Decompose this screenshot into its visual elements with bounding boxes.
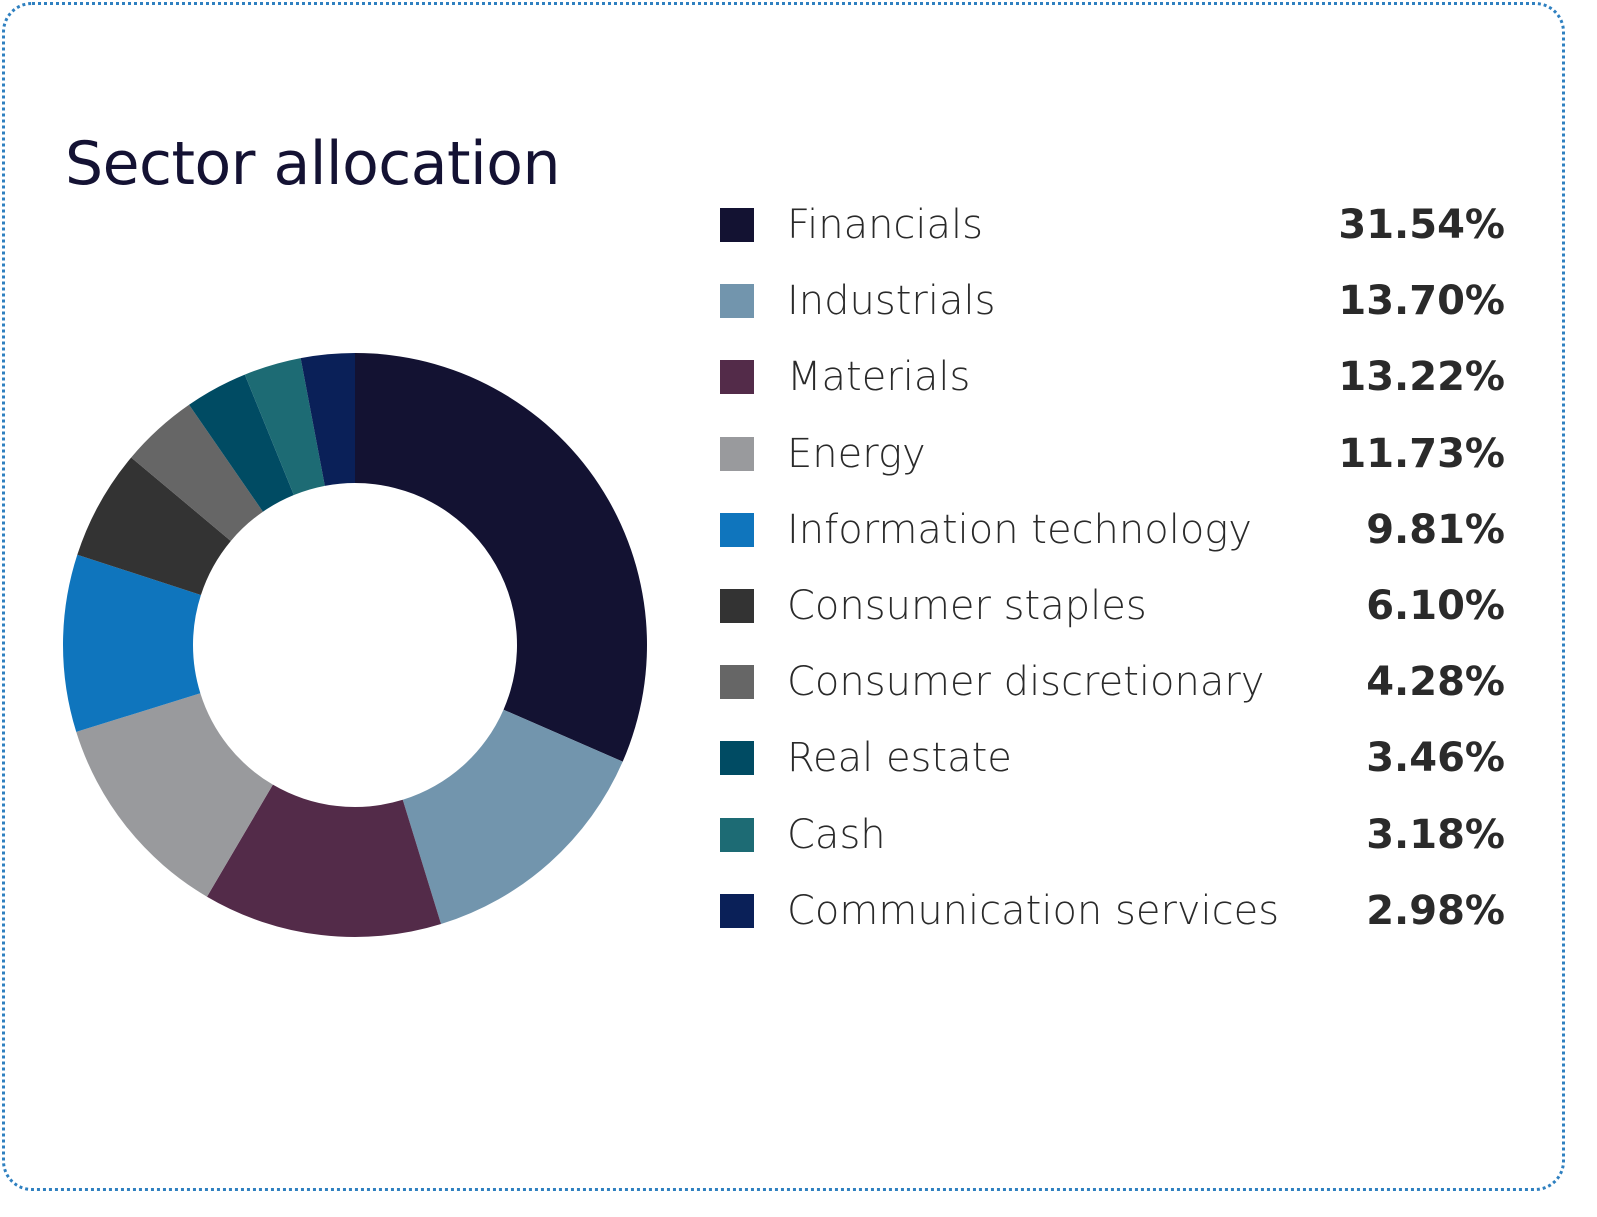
donut-slice-consumer-discretionary <box>131 404 263 541</box>
legend-swatch <box>720 893 754 928</box>
legend-swatch <box>720 360 754 395</box>
legend-value: 2.98% <box>1366 887 1505 934</box>
legend-swatch <box>720 284 754 319</box>
chart-title: Sector allocation <box>65 129 560 199</box>
donut-slice-financials <box>355 353 647 762</box>
legend-item-industrials: Industrials 13.70% <box>720 265 1505 341</box>
legend-label: Real estate <box>787 735 1012 782</box>
chart-legend: Financials 31.54% Industrials 13.70% Materia… <box>720 189 1505 951</box>
donut-slice-communication-services <box>300 353 355 486</box>
legend-value: 13.22% <box>1338 354 1505 401</box>
legend-swatch <box>720 436 754 471</box>
legend-value: 9.81% <box>1366 506 1505 553</box>
legend-swatch <box>720 512 754 547</box>
legend-item-cash: Cash 3.18% <box>720 799 1505 875</box>
legend-swatch <box>720 741 754 776</box>
legend-item-communication-services: Communication services 2.98% <box>720 875 1505 951</box>
legend-item-materials: Materials 13.22% <box>720 341 1505 417</box>
donut-chart <box>63 353 647 937</box>
legend-label: Industrials <box>787 278 996 325</box>
legend-value: 3.18% <box>1366 811 1505 858</box>
legend-label: Cash <box>787 811 886 858</box>
donut-slice-information-technology <box>63 554 201 732</box>
donut-slice-consumer-staples <box>77 457 231 595</box>
legend-label: Financials <box>787 202 983 248</box>
legend-label: Information technology <box>787 506 1252 553</box>
legend-value: 4.28% <box>1366 659 1505 706</box>
legend-label: Materials <box>787 354 971 401</box>
legend-value: 13.70% <box>1338 278 1505 325</box>
legend-value: 31.54% <box>1338 202 1505 248</box>
legend-item-financials: Financials 31.54% <box>720 189 1505 265</box>
donut-slice-materials <box>206 784 442 937</box>
legend-value: 6.10% <box>1366 582 1505 629</box>
legend-label: Communication services <box>787 887 1280 934</box>
donut-slice-real-estate <box>189 374 294 512</box>
legend-value: 11.73% <box>1338 430 1505 477</box>
legend-label: Consumer staples <box>787 582 1147 629</box>
legend-swatch <box>720 665 754 700</box>
legend-swatch <box>720 208 754 242</box>
donut-slice-cash <box>244 358 325 495</box>
donut-slice-energy <box>76 693 273 897</box>
legend-item-energy: Energy 11.73% <box>720 418 1505 494</box>
legend-item-consumer-discretionary: Consumer discretionary 4.28% <box>720 646 1505 722</box>
legend-label: Consumer discretionary <box>787 659 1265 706</box>
legend-label: Energy <box>787 430 926 477</box>
legend-swatch <box>720 588 754 623</box>
legend-value: 3.46% <box>1366 735 1505 782</box>
legend-swatch <box>720 817 754 852</box>
legend-item-consumer-staples: Consumer staples 6.10% <box>720 570 1505 646</box>
legend-item-real-estate: Real estate 3.46% <box>720 722 1505 798</box>
legend-item-information-technology: Information technology 9.81% <box>720 494 1505 570</box>
chart-card: Sector allocation Financials 31.54% Indust… <box>2 2 1565 1191</box>
donut-slice-industrials <box>402 709 623 925</box>
